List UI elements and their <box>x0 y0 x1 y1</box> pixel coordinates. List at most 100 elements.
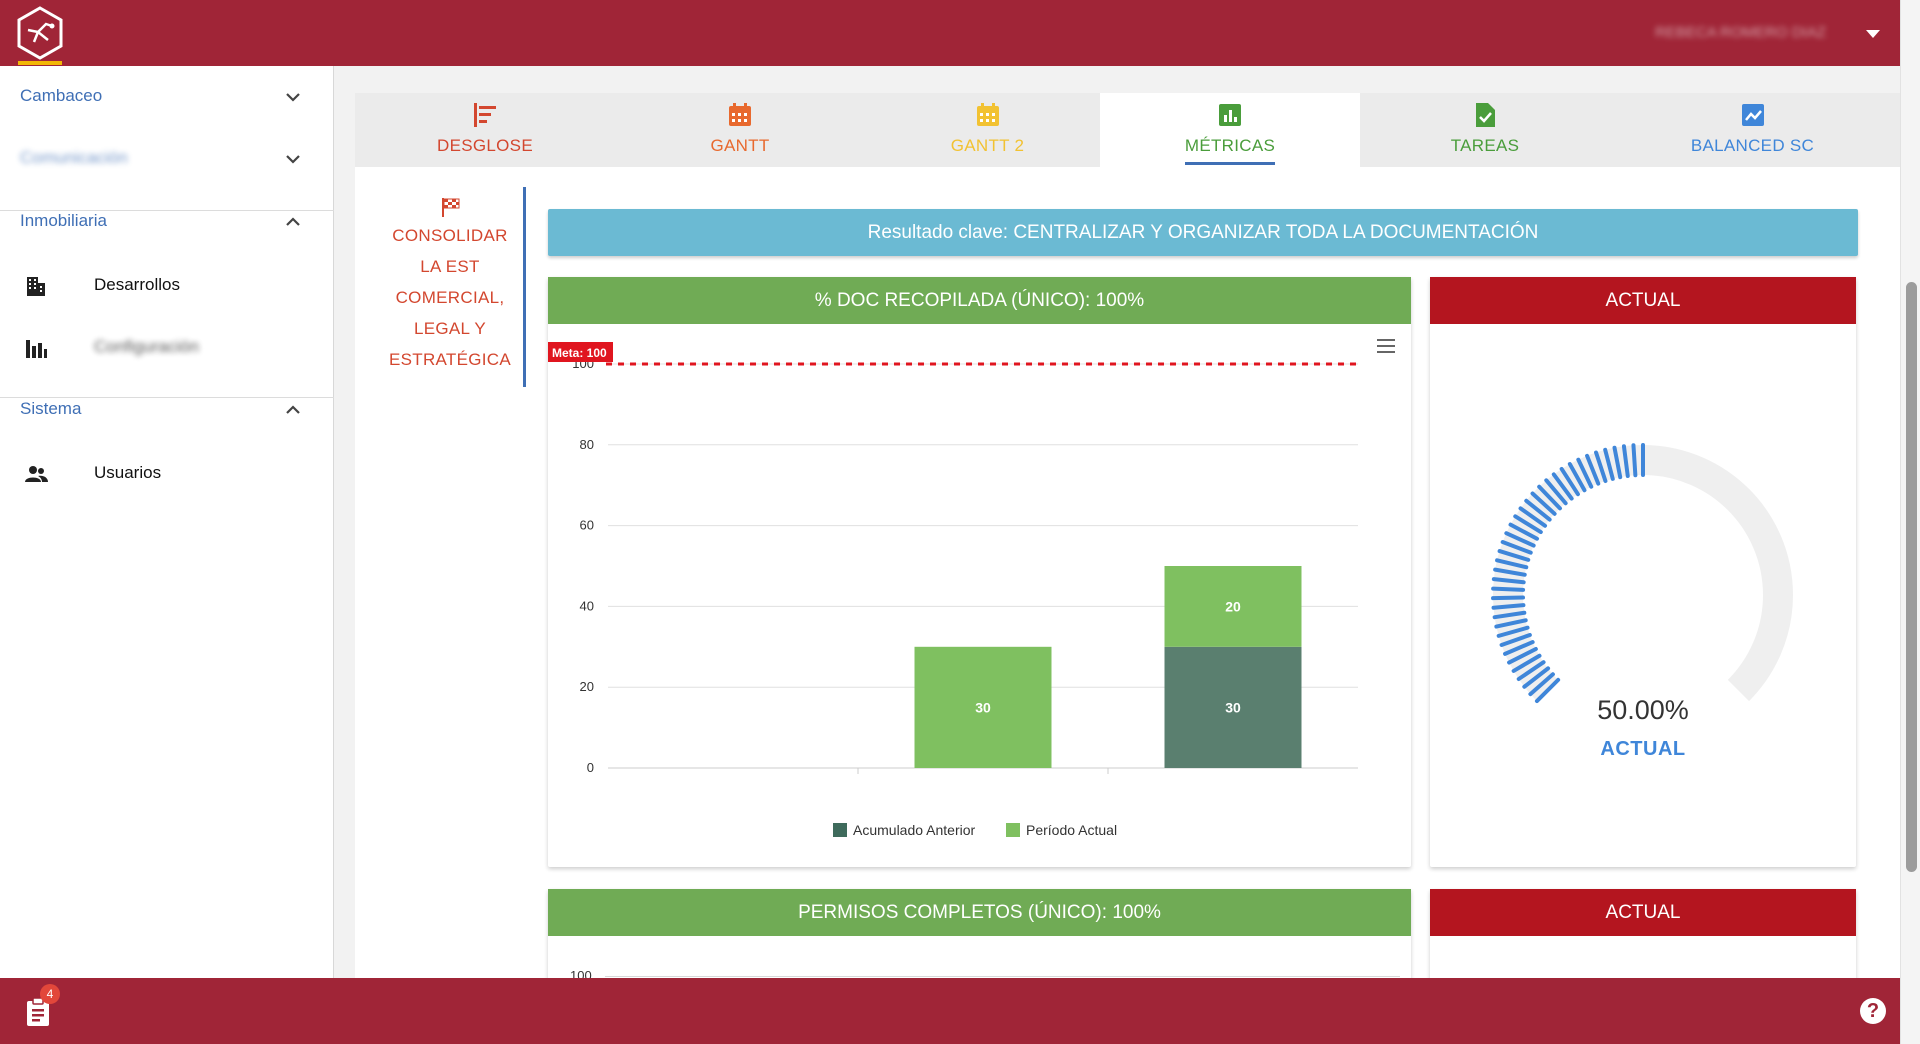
sidebar-group-label: Inmobiliaria <box>20 211 107 230</box>
chevron-up-icon <box>286 405 300 414</box>
legend-label: Acumulado Anterior <box>853 822 976 838</box>
bar-periodo-actual[interactable] <box>1164 566 1302 647</box>
tab-gantt-2[interactable]: GANTT 2 <box>865 93 1110 167</box>
gauge-label: ACTUAL <box>1600 738 1686 760</box>
tab-label: MÉTRICAS <box>1184 136 1276 155</box>
sidebar-item-label: Desarrollos <box>94 275 180 294</box>
gauge-segment <box>1534 677 1561 704</box>
metric-title: PERMISOS COMPLETOS (ÚNICO): 100% <box>548 889 1411 936</box>
gauge-segment <box>1537 484 1562 511</box>
goal-label: Meta: 100 <box>552 346 607 360</box>
tab-bar: DESGLOSE GANTT GANTT 2 MÉTRICAS TAREAS B… <box>355 93 1900 167</box>
y-tick-label: 80 <box>580 437 594 452</box>
calendar-icon <box>729 103 751 126</box>
building-icon <box>27 277 45 296</box>
sidebar-group-sistema[interactable]: Sistema <box>0 379 334 441</box>
tab-label: TAREAS <box>1450 136 1520 155</box>
chevron-up-icon <box>286 217 300 226</box>
page-scrollbar[interactable] <box>1900 0 1920 1044</box>
gauge-segment <box>1544 478 1568 506</box>
sidebar-item-configuracion[interactable]: Configuración <box>0 316 334 378</box>
gauge-segment <box>1511 653 1542 673</box>
gauge-title: ACTUAL <box>1430 889 1856 936</box>
bar-data-label: 30 <box>975 699 991 715</box>
tasks-badge: 4 <box>40 984 60 1004</box>
tab-label: GANTT 2 <box>950 136 1025 155</box>
gauge-segment <box>1551 472 1574 501</box>
gauge-segment <box>1603 447 1615 481</box>
top-bar: REBECA ROMERO DIAZ <box>0 0 1900 66</box>
scrollbar-thumb[interactable] <box>1906 282 1917 872</box>
gauge-segment <box>1497 549 1531 562</box>
key-result-banner[interactable]: Resultado clave: CENTRALIZAR Y ORGANIZAR… <box>548 209 1858 256</box>
app-logo-icon[interactable] <box>16 6 64 60</box>
gauge-segment <box>1507 647 1538 665</box>
legend-acumulado-anterior[interactable]: Acumulado Anterior <box>833 822 975 838</box>
tab-tareas[interactable]: TAREAS <box>1360 93 1610 167</box>
sidebar-group-inmobiliaria[interactable]: Inmobiliaria <box>0 191 334 253</box>
gauge-segment <box>1503 640 1535 656</box>
legend-label: Período Actual <box>1026 822 1118 838</box>
bottom-bar: 4 ? <box>0 978 1900 1044</box>
sidebar-group-label: Cambaceo <box>20 86 103 105</box>
gridline <box>605 976 1400 977</box>
gauge-segment <box>1491 577 1526 585</box>
gauge-segment <box>1508 522 1540 541</box>
bar-chart: 02040608010001/06/20203001/06/2020302001… <box>548 342 1358 775</box>
metric-chart-card-2: PERMISOS COMPLETOS (ÚNICO): 100% <box>548 889 1411 989</box>
gauge-segment <box>1500 540 1533 555</box>
goal-label-box <box>548 342 613 362</box>
gauge-chart <box>1491 443 1793 704</box>
task-file-icon <box>1476 103 1495 127</box>
y-tick-label: 20 <box>580 679 594 694</box>
gauge-segment <box>1495 558 1529 570</box>
tab-desglose[interactable]: DESGLOSE <box>355 93 615 167</box>
tab-balanced-sc[interactable]: BALANCED SC <box>1610 93 1895 167</box>
gauge-segment <box>1594 450 1608 484</box>
sidebar-group-comunicacion[interactable]: Comunicación <box>0 128 334 190</box>
gauge-title: ACTUAL <box>1430 277 1856 324</box>
tab-gantt[interactable]: GANTT <box>615 93 865 167</box>
bar-data-label: 30 <box>1225 699 1241 715</box>
gauge-segment <box>1518 506 1548 528</box>
gauge-segment <box>1612 445 1623 480</box>
sidebar-item-usuarios[interactable]: Usuarios <box>0 442 334 504</box>
sidebar-group-label: Sistema <box>20 399 82 418</box>
gauge-segment <box>1528 672 1555 697</box>
gauge-segment <box>1524 498 1552 522</box>
tab-metricas[interactable]: MÉTRICAS <box>1100 93 1360 167</box>
chart-menu-icon[interactable] <box>1377 339 1395 353</box>
gauge-segment <box>1621 444 1630 478</box>
gauge-segment <box>1516 660 1546 681</box>
chart-icon <box>1219 104 1241 126</box>
sidebar-item-label: Configuración <box>94 337 199 356</box>
legend-periodo-actual[interactable]: Período Actual <box>1006 822 1117 838</box>
sidebar-item-desarrollos[interactable]: Desarrollos <box>0 254 334 316</box>
bar-data-label: 20 <box>1225 598 1241 614</box>
gauge-segment <box>1559 466 1580 497</box>
bar-acumulado-anterior[interactable] <box>1164 646 1302 768</box>
active-tab-indicator <box>1185 162 1275 165</box>
gauge-value: 50.00% <box>1597 695 1689 725</box>
user-menu-caret-icon[interactable] <box>1866 30 1880 38</box>
bar-chart-icon <box>26 340 47 358</box>
breakdown-icon <box>474 103 496 127</box>
gauge-segment <box>1631 443 1638 478</box>
help-button[interactable]: ? <box>1860 998 1886 1024</box>
logo-underline <box>18 61 62 65</box>
user-name[interactable]: REBECA ROMERO DIAZ <box>1655 24 1826 41</box>
users-icon <box>25 466 48 482</box>
objective-line: ESTRATÉGICA <box>388 350 511 369</box>
metric-chart-card: % DOC RECOPILADA (ÚNICO): 100% <box>548 277 1411 867</box>
gauge-segment <box>1492 610 1527 620</box>
balanced-scorecard-icon <box>1741 104 1764 126</box>
sidebar-group-cambaceo[interactable]: Cambaceo <box>0 66 334 128</box>
objective-divider <box>523 187 526 387</box>
bar-periodo-actual[interactable] <box>914 646 1052 768</box>
objective-panel[interactable]: CONSOLIDAR LA EST COMERCIAL, LEGAL Y EST… <box>370 190 530 375</box>
gauge-segment <box>1491 586 1526 592</box>
objective-line: LEGAL Y <box>413 319 487 338</box>
gauge-segment <box>1504 531 1536 548</box>
tab-label: DESGLOSE <box>437 136 533 155</box>
gauge-segment <box>1499 632 1532 647</box>
